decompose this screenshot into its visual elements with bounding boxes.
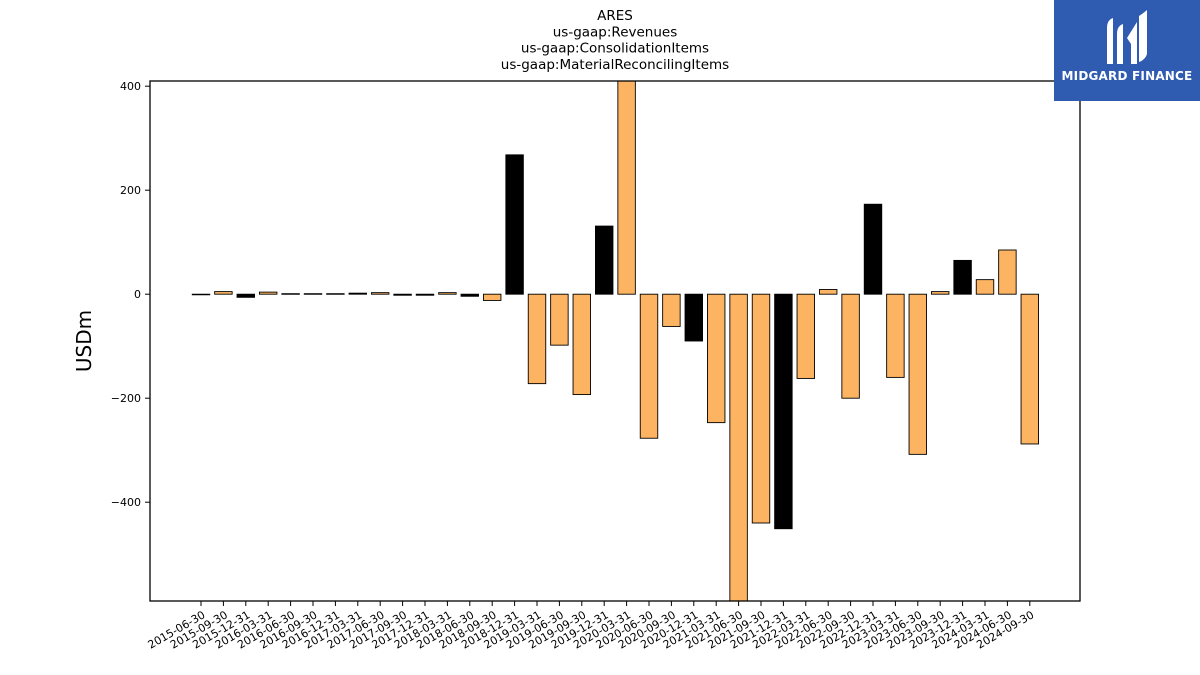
logo-text: MIDGARD FINANCE <box>1061 69 1193 83</box>
bar-2017-06-30 <box>371 292 390 295</box>
bars <box>191 81 1039 601</box>
y-tick-label: 400 <box>120 80 141 93</box>
bar-2023-12-31 <box>953 259 972 295</box>
bar-2017-09-30 <box>393 293 412 296</box>
title-line-0: ARES <box>597 8 633 24</box>
bar-2018-12-31 <box>505 154 524 295</box>
y-axis-label: USDm <box>72 310 96 372</box>
bar-2022-09-30 <box>841 293 860 399</box>
bar-2020-06-30 <box>639 293 659 439</box>
y-tick-label: 200 <box>120 184 141 197</box>
bar-2019-03-31 <box>527 293 547 385</box>
bar-2017-03-31 <box>348 292 367 295</box>
bar-2016-03-31 <box>259 291 278 295</box>
bar-2015-09-30 <box>214 291 233 295</box>
bar-2024-06-30 <box>998 249 1017 295</box>
plot-frame <box>149 80 1081 602</box>
title-line-3: us-gaap:MaterialReconcilingItems <box>501 57 729 73</box>
logo-mark-icon <box>1107 10 1147 64</box>
bar-2015-12-31 <box>236 293 256 298</box>
bar-2019-12-31 <box>595 225 614 295</box>
bar-2016-09-30 <box>303 293 323 295</box>
x-axis: 2015-06-302015-09-302015-12-312016-03-31… <box>146 601 1036 652</box>
bar-2017-12-31 <box>415 293 435 296</box>
bar-2016-06-30 <box>281 293 300 295</box>
bar-2020-12-31 <box>684 293 703 342</box>
bar-2024-03-31 <box>975 279 995 295</box>
bar-2023-03-31 <box>886 293 905 378</box>
bar-2022-06-30 <box>819 289 838 295</box>
bar-2018-09-30 <box>483 293 502 301</box>
y-tick-label: −200 <box>111 392 141 405</box>
bar-2018-03-31 <box>438 292 457 295</box>
bar-2020-09-30 <box>662 293 681 327</box>
bar-2023-06-30 <box>908 293 927 455</box>
midgard-finance-logo: MIDGARD FINANCE <box>1054 0 1200 101</box>
bar-2024-09-30 <box>1020 293 1039 445</box>
bar-2019-09-30 <box>572 293 591 396</box>
bar-2022-03-31 <box>796 293 815 379</box>
y-tick-label: −400 <box>111 496 141 509</box>
title-line-1: us-gaap:Revenues <box>553 24 678 40</box>
title-line-2: us-gaap:ConsolidationItems <box>521 41 709 57</box>
bar-2021-06-30 <box>729 293 748 601</box>
bar-2018-06-30 <box>460 293 479 297</box>
y-axis: 400 200 0 −200 −400 <box>111 80 150 509</box>
bar-2022-12-31 <box>863 203 883 295</box>
chart-title: ARESus-gaap:Revenuesus-gaap:Consolidatio… <box>501 8 729 73</box>
bar-2015-06-30 <box>191 293 211 296</box>
y-tick-label: 0 <box>134 288 141 301</box>
bar-2023-09-30 <box>931 291 950 295</box>
bar-2021-03-31 <box>707 293 726 424</box>
bar-2021-12-31 <box>774 293 793 530</box>
bar-2019-06-30 <box>550 293 569 346</box>
bar-2016-12-31 <box>326 293 345 295</box>
bar-2021-09-30 <box>751 293 771 524</box>
bar-2020-03-31 <box>617 81 636 295</box>
